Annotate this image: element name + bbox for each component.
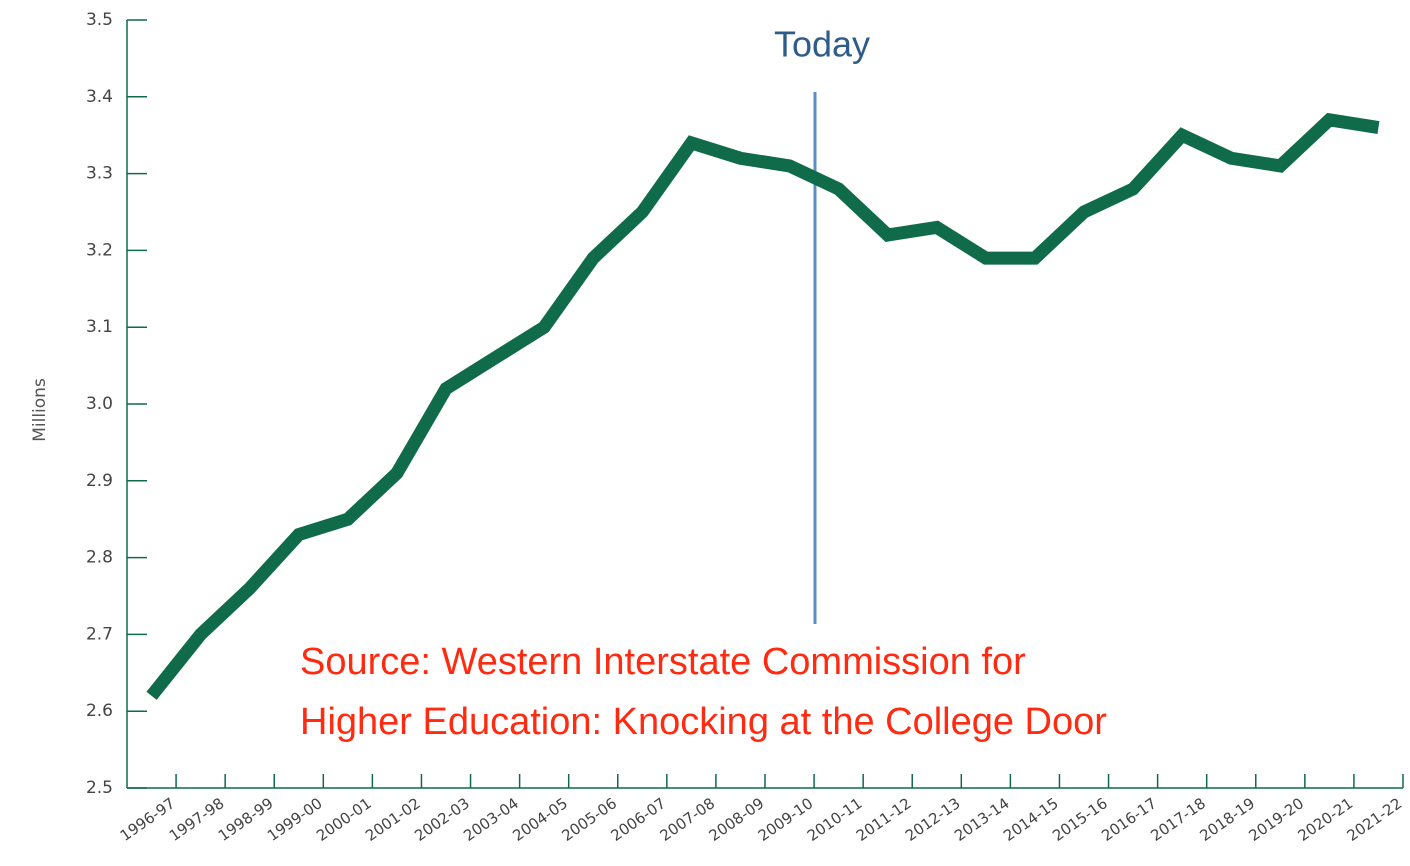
y-tick-label: 2.6 [86, 701, 113, 721]
y-tick-label: 3.3 [86, 164, 113, 184]
today-label: Today [774, 24, 870, 65]
x-tick-label: 2017-18 [1147, 794, 1209, 845]
x-tick-label: 2007-08 [657, 794, 719, 845]
y-tick-label: 3.5 [86, 10, 113, 30]
x-tick-label: 2019-20 [1246, 794, 1308, 845]
y-tick-label: 3.2 [86, 240, 113, 260]
x-tick-label: 2005-06 [558, 794, 620, 845]
x-tick-label: 1999-00 [264, 794, 326, 845]
x-tick-label: 2021-22 [1344, 794, 1406, 845]
x-tick-label: 2013-14 [951, 794, 1013, 845]
x-tick-label: 2010-11 [804, 794, 866, 845]
source-note: Higher Education: Knocking at the Colleg… [300, 701, 1107, 743]
y-tick-label: 3.4 [86, 87, 113, 107]
y-tick-label: 2.5 [86, 778, 113, 798]
x-tick-label: 2014-15 [1000, 794, 1062, 845]
x-tick-label: 1998-99 [215, 794, 277, 845]
x-tick-label: 2015-16 [1049, 794, 1111, 845]
x-tick-label: 2018-19 [1196, 794, 1258, 845]
x-tick-label: 2003-04 [460, 794, 522, 845]
x-tick-label: 2000-01 [313, 794, 375, 845]
y-tick-label: 2.8 [86, 548, 113, 568]
y-tick-label: 2.7 [86, 624, 113, 644]
x-tick-label: 2006-07 [608, 794, 670, 845]
x-tick-label: 2004-05 [509, 794, 571, 845]
data-line [146, 112, 1380, 700]
x-tick-label: 2012-13 [902, 794, 964, 845]
y-tick-label: 3.1 [86, 317, 113, 337]
x-tick-label: 1996-97 [117, 794, 179, 845]
x-tick-label: 1997-98 [166, 794, 228, 845]
x-tick-label: 2008-09 [706, 794, 768, 845]
y-tick-label: 2.9 [86, 471, 113, 491]
x-tick-label: 2011-12 [853, 794, 915, 845]
x-tick-label: 2002-03 [411, 794, 473, 845]
x-tick-label: 2020-21 [1295, 794, 1357, 845]
y-tick-label: 3.0 [86, 394, 113, 414]
y-axis-label: Millions [30, 378, 50, 442]
x-tick-label: 2009-10 [755, 794, 817, 845]
x-tick-label: 2001-02 [362, 794, 424, 845]
x-tick-label: 2016-17 [1098, 794, 1160, 845]
source-note: Source: Western Interstate Commission fo… [300, 641, 1026, 683]
